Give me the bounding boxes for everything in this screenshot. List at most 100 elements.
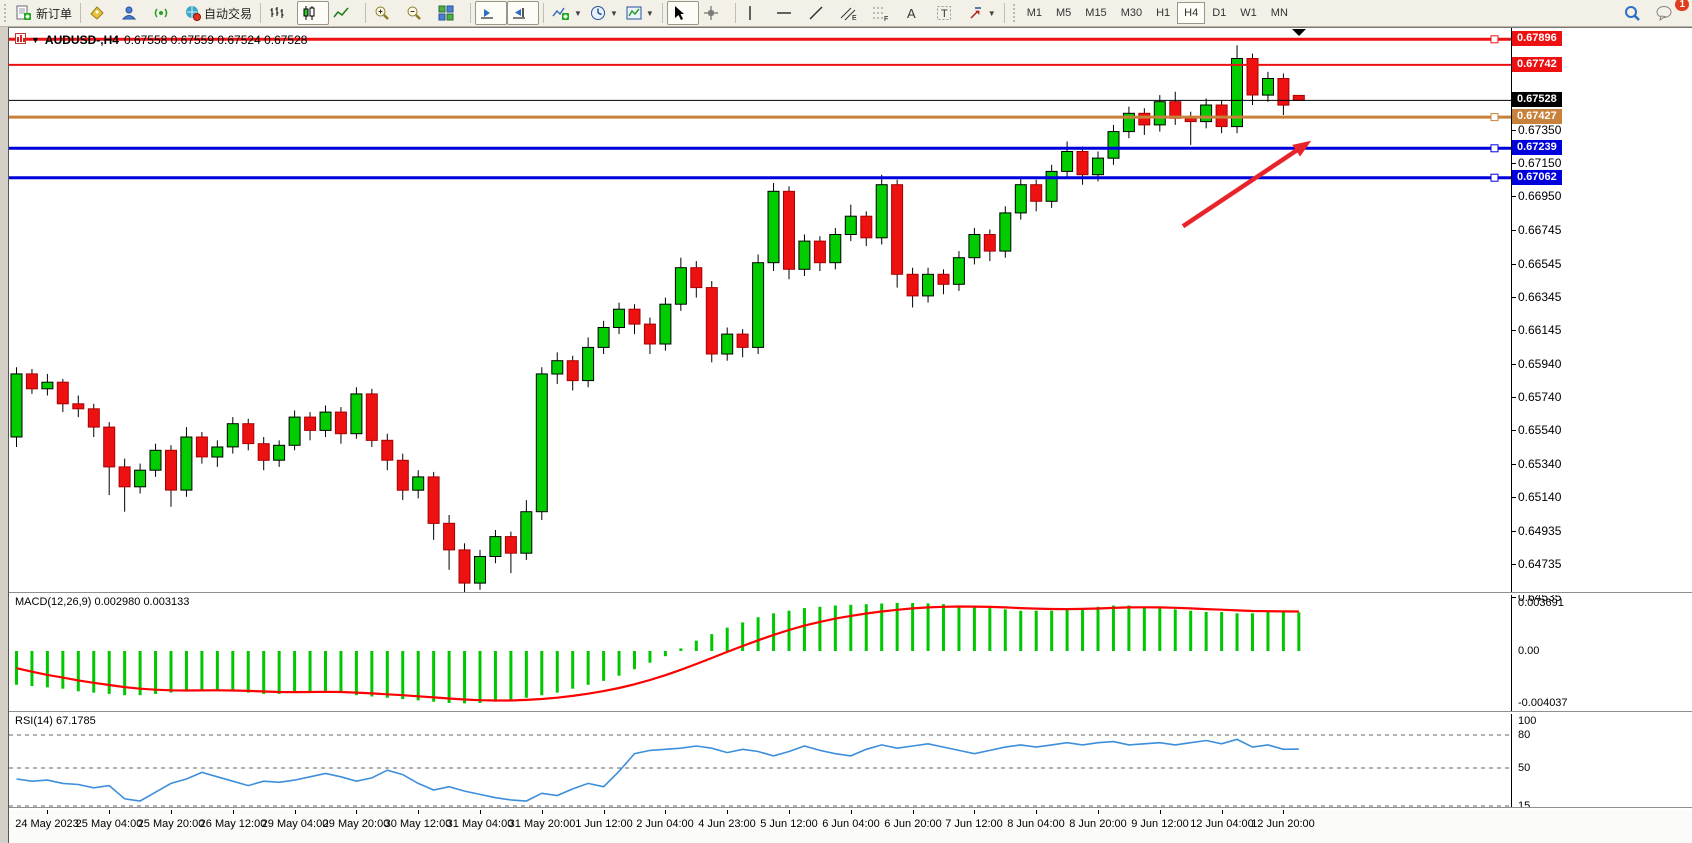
arrow-objects-button[interactable]: ▼ — [964, 1, 1000, 25]
price-tick: 0.65140 — [1512, 490, 1561, 504]
vertical-line-button[interactable] — [740, 1, 772, 25]
chevron-down-icon[interactable]: ▼ — [31, 35, 40, 45]
price-tick: 0.66745 — [1512, 223, 1561, 237]
time-tick — [542, 809, 543, 814]
rsi-axis-label: 100 — [1518, 715, 1537, 727]
templates-button[interactable]: ▼ — [622, 1, 658, 25]
text-button[interactable]: A — [900, 1, 932, 25]
zoom-out-icon — [406, 5, 422, 21]
price-tick: 0.66145 — [1512, 323, 1561, 337]
crosshair-button[interactable] — [699, 1, 731, 25]
timeframe-M5-button[interactable]: M5 — [1056, 7, 1072, 19]
dropdown-caret-icon: ▼ — [987, 8, 996, 18]
macd-pane[interactable] — [9, 594, 1511, 716]
rsi-pane[interactable] — [9, 713, 1511, 812]
time-axis[interactable]: 24 May 2023 25 May 04:00 25 May 20:00 26 Ma… — [9, 809, 1692, 843]
time-label: 31 May 04:00 — [446, 818, 514, 830]
price-tick: 0.65740 — [1512, 390, 1561, 404]
time-label: 30 May 12:00 — [384, 818, 452, 830]
chat-button[interactable]: 1 — [1652, 0, 1689, 25]
arrow-objects-icon — [968, 5, 984, 21]
timeframe-W1-button[interactable]: W1 — [1240, 7, 1257, 19]
timeframe-M15-button[interactable]: M15 — [1085, 7, 1107, 19]
history-center-button[interactable] — [85, 1, 117, 25]
fibonacci-button[interactable]: F — [868, 1, 900, 25]
cursor-icon — [671, 5, 687, 21]
candlestick-chart-button[interactable] — [297, 1, 330, 25]
horizontal-line-button[interactable] — [772, 1, 804, 25]
time-tick — [480, 809, 481, 814]
price-badge-0.67062: 0.67062 — [1512, 170, 1562, 185]
periods-button[interactable]: ▼ — [586, 1, 622, 25]
time-label: 25 May 04:00 — [75, 818, 143, 830]
pane-separator-rsi[interactable] — [9, 711, 1692, 714]
pane-separator-bottom — [9, 807, 1692, 810]
price-pane[interactable] — [9, 28, 1511, 600]
chart-title: AUDUSD-,H4 — [44, 33, 119, 47]
vertical-line-icon — [744, 5, 756, 21]
time-label: 8 Jun 20:00 — [1069, 818, 1127, 830]
time-label: 8 Jun 04:00 — [1007, 818, 1065, 830]
trend-arrow[interactable] — [1181, 140, 1312, 229]
rsi-axis-label: 80 — [1518, 729, 1531, 741]
new-order-button[interactable]: 新订单 — [11, 1, 76, 25]
zoom-out-button[interactable] — [402, 1, 434, 25]
search-icon — [1624, 5, 1641, 22]
indicators-button[interactable]: ▼ — [548, 1, 586, 25]
timeframe-MN-button[interactable]: MN — [1270, 7, 1288, 19]
line-chart-button[interactable] — [329, 1, 361, 25]
timeframe-M30-button[interactable]: M30 — [1120, 7, 1143, 19]
chart-window[interactable]: ▼ AUDUSD-,H4 0.67558 0.67559 0.67524 0.6… — [8, 27, 1692, 843]
bar-chart-button[interactable] — [265, 1, 297, 25]
profile-button[interactable] — [117, 1, 149, 25]
periods-icon — [590, 5, 606, 21]
price-tick: 0.66345 — [1512, 290, 1561, 304]
history-center-icon — [89, 5, 105, 21]
timeframe-H1-button[interactable]: H1 — [1156, 7, 1171, 19]
timeframe-D1-button[interactable]: D1 — [1212, 7, 1227, 19]
candlestick-chart-icon — [301, 5, 317, 21]
signals-button[interactable] — [149, 1, 181, 25]
price-tick: 0.64735 — [1512, 557, 1561, 571]
toolbar-separator — [543, 3, 545, 23]
timeframe-H4-button[interactable]: H4 — [1177, 2, 1206, 24]
pane-separator-macd[interactable] — [9, 592, 1692, 595]
chart-shift-button[interactable] — [507, 1, 540, 25]
trendline-button[interactable] — [804, 1, 836, 25]
rsi-label: RSI(14) 67.1785 — [15, 715, 96, 727]
time-tick — [356, 809, 357, 814]
price-axis[interactable]: 0.675500.673500.671500.669500.667450.665… — [1511, 28, 1692, 812]
search-button[interactable] — [1620, 1, 1652, 25]
time-label: 26 May 12:00 — [199, 818, 267, 830]
svg-text:E: E — [852, 15, 857, 21]
toolbar-grip — [1011, 4, 1017, 22]
auto-trading-icon — [185, 5, 202, 21]
text-label-button[interactable]: T — [932, 1, 964, 25]
time-label: 7 Jun 12:00 — [945, 818, 1003, 830]
chart-window-icon — [15, 33, 26, 47]
svg-text:T: T — [941, 8, 948, 20]
time-label: 1 Jun 12:00 — [575, 818, 633, 830]
chat-icon — [1656, 5, 1674, 21]
line-chart-icon — [333, 5, 349, 21]
text-label-icon: T — [936, 5, 952, 21]
time-label: 4 Jun 23:00 — [698, 818, 756, 830]
price-tick: 0.65540 — [1512, 423, 1561, 437]
timeframe-M1-button[interactable]: M1 — [1026, 7, 1042, 19]
auto-trading-button[interactable]: 自动交易 — [181, 1, 256, 25]
auto-scroll-button[interactable] — [475, 1, 508, 25]
profile-icon — [121, 5, 137, 21]
cursor-button[interactable] — [666, 1, 699, 25]
price-badge-0.67427: 0.67427 — [1512, 109, 1562, 124]
zoom-in-button[interactable] — [370, 1, 402, 25]
tile-windows-button[interactable] — [434, 1, 466, 25]
indicators-icon — [552, 5, 570, 21]
equidistant-channel-button[interactable]: E — [836, 1, 868, 25]
time-label: 25 May 20:00 — [137, 818, 205, 830]
trendline-icon — [808, 5, 824, 21]
time-tick — [109, 809, 110, 814]
price-tick: 0.67350 — [1512, 123, 1561, 137]
svg-text:A: A — [907, 6, 916, 21]
zoom-in-icon — [374, 5, 390, 21]
crosshair-icon — [703, 5, 719, 21]
